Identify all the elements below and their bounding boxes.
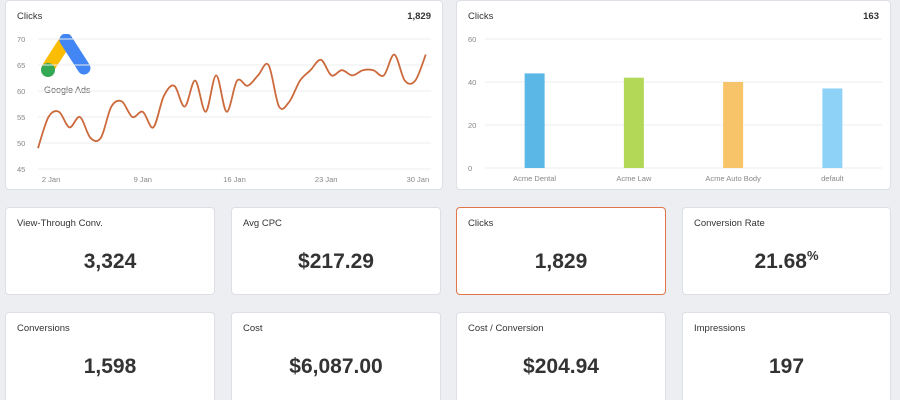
x-tick-label: 9 Jan [134, 175, 152, 184]
clicks-bar-chart-card: Clicks 163 0 20 40 60 Acme Dental Acme Law Acm… [456, 0, 891, 190]
bar[interactable] [723, 82, 744, 168]
bar-card-title: Clicks [468, 11, 494, 22]
bar[interactable] [623, 77, 644, 168]
x-tick-label: default [821, 174, 844, 183]
metric-value: 197 [768, 355, 805, 378]
clicks-bar-chart: 0 20 40 60 Acme Dental Acme Law Acme Auto Body… [468, 35, 882, 183]
metric-card-impressions: Impressions 197 [682, 312, 891, 400]
x-tick-label: Acme Law [616, 174, 652, 183]
y-tick-label: 40 [468, 78, 476, 87]
metric-value: 1,829 [534, 250, 588, 273]
y-tick-label: 60 [468, 35, 476, 44]
metric-value: $6,087.00 [289, 355, 383, 378]
line-card-total: 1,829 [407, 11, 431, 22]
metric-value: 21.68% [754, 248, 819, 273]
google-ads-logo-icon [41, 34, 91, 77]
metric-label: Cost / Conversion [468, 323, 544, 334]
metric-card-cost: Cost $6,087.00 [231, 312, 441, 400]
metric-label: Avg CPC [243, 218, 282, 229]
metric-value: $217.29 [298, 250, 374, 273]
metric-label: Impressions [694, 323, 746, 334]
x-tick-label: Acme Auto Body [705, 174, 761, 183]
x-tick-label: 16 Jan [223, 175, 246, 184]
y-tick-label: 50 [17, 139, 25, 148]
metric-label: View-Through Conv. [17, 218, 103, 229]
y-tick-label: 60 [17, 87, 25, 96]
x-tick-label: 30 Jan [407, 175, 430, 184]
metric-label: Conversions [17, 323, 70, 334]
metric-label: Conversion Rate [694, 218, 765, 229]
metric-card-cost-per-conversion: Cost / Conversion $204.94 [456, 312, 666, 400]
x-tick-label: 2 Jan [42, 175, 60, 184]
metric-card-view-through-conv: View-Through Conv. 3,324 [5, 207, 215, 295]
metric-value: 1,598 [83, 355, 137, 378]
metric-card-conversion-rate: Conversion Rate 21.68% [682, 207, 891, 295]
metric-value: 3,324 [83, 250, 137, 273]
y-tick-label: 0 [468, 164, 472, 173]
clicks-series-line [37, 53, 427, 149]
metric-card-conversions: Conversions 1,598 [5, 312, 215, 400]
metric-card-clicks[interactable]: Clicks 1,829 [456, 207, 666, 295]
bar[interactable] [524, 73, 545, 168]
line-card-title: Clicks [17, 11, 43, 22]
y-tick-label: 65 [17, 61, 25, 70]
clicks-line-chart: 45 50 55 60 65 70 2 Jan 9 Jan 16 Jan 23 Jan 30 Jan [17, 35, 431, 184]
metric-value: $204.94 [523, 355, 599, 378]
metric-label: Clicks [468, 218, 494, 229]
bar[interactable] [822, 88, 843, 168]
x-tick-label: 23 Jan [315, 175, 338, 184]
y-tick-label: 55 [17, 113, 25, 122]
metric-card-avg-cpc: Avg CPC $217.29 [231, 207, 441, 295]
y-tick-label: 45 [17, 165, 25, 174]
y-tick-label: 70 [17, 35, 25, 44]
y-tick-label: 20 [468, 121, 476, 130]
clicks-line-chart-card: Clicks 1,829 Google Ads 45 50 55 60 65 70 2 Ja… [5, 0, 443, 190]
google-ads-logo-text: Google Ads [44, 85, 91, 95]
metric-label: Cost [243, 323, 263, 334]
x-tick-label: Acme Dental [513, 174, 556, 183]
bar-card-total: 163 [863, 11, 879, 22]
